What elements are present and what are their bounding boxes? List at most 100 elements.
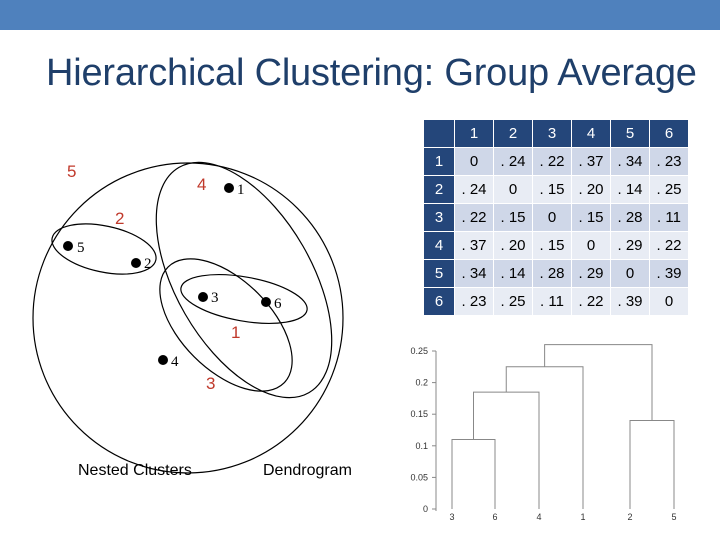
matrix-col-header: 1 [455, 120, 494, 148]
matrix-cell: . 22 [455, 204, 494, 232]
dendrogram-merge-link [451, 438, 496, 509]
point-label-2: 2 [144, 256, 152, 272]
matrix-row: 2 . 24 0 . 15 . 20 . 14 . 25 [424, 176, 689, 204]
matrix-cell: . 39 [611, 288, 650, 316]
matrix-cell: 0 [650, 288, 689, 316]
matrix-cell: . 22 [533, 148, 572, 176]
matrix-row: 5 . 34 . 14 . 28 . 29 0 . 39 [424, 260, 689, 288]
dendrogram-leaf-label: 2 [627, 512, 632, 522]
point-label-1: 1 [237, 182, 245, 198]
matrix-cell: . 24 [494, 148, 533, 176]
dendrogram-y-tick-label: 0.25 [410, 346, 428, 356]
dendrogram-leaf-label: 6 [492, 512, 497, 522]
matrix-cell: . 34 [611, 148, 650, 176]
matrix-row: 6 . 23 . 25 . 11 . 22 . 39 0 [424, 288, 689, 316]
matrix-cell: 0 [572, 232, 611, 260]
point-label-4: 4 [171, 354, 179, 370]
cluster-outline-5 [32, 162, 344, 474]
matrix-cell: . 25 [650, 176, 689, 204]
matrix-row-header: 6 [424, 288, 455, 316]
title-bar [0, 0, 720, 30]
point-label-5: 5 [77, 240, 85, 256]
matrix-cell: 0 [533, 204, 572, 232]
matrix-cell: . 14 [611, 176, 650, 204]
matrix-row-header: 2 [424, 176, 455, 204]
matrix-col-header: 6 [650, 120, 689, 148]
matrix-col-header: 5 [611, 120, 650, 148]
matrix-cell: 0 [455, 148, 494, 176]
dendrogram-y-tick-label: 0.2 [415, 378, 428, 388]
point-6 [261, 297, 271, 307]
matrix-cell: . 24 [455, 176, 494, 204]
point-2 [131, 258, 141, 268]
matrix-row: 3 . 22 . 15 0 . 15 . 28 . 11 [424, 204, 689, 232]
merge-label-1: 1 [231, 323, 240, 342]
distance-matrix: 1 2 3 4 5 6 1 0 . 24 . 22 . 37 . 34 . 23… [424, 120, 689, 316]
matrix-cell: . 29 [611, 232, 650, 260]
matrix-cell: . 15 [533, 176, 572, 204]
slide-title: Hierarchical Clustering: Group Average [46, 52, 697, 94]
matrix-col-header: 2 [494, 120, 533, 148]
dendrogram-leaf-label: 1 [580, 512, 585, 522]
matrix-cell: . 29 [572, 260, 611, 288]
dendrogram-merge-link [544, 344, 653, 421]
point-label-3: 3 [211, 290, 219, 306]
matrix-cell: . 22 [572, 288, 611, 316]
dendrogram-leaf-label: 4 [536, 512, 541, 522]
matrix-row: 4 . 37 . 20 . 15 0 . 29 . 22 [424, 232, 689, 260]
dendrogram-caption: Dendrogram [263, 462, 352, 479]
dendrogram-merge-link [505, 366, 584, 509]
matrix-cell: . 37 [455, 232, 494, 260]
dendrogram-y-tick-label: 0 [423, 504, 428, 514]
matrix-cell: . 15 [533, 232, 572, 260]
cluster-outline-4 [155, 161, 333, 399]
matrix-cell: . 37 [572, 148, 611, 176]
matrix-row-header: 4 [424, 232, 455, 260]
matrix-cell: . 39 [650, 260, 689, 288]
matrix-cell: . 28 [533, 260, 572, 288]
matrix-cell: . 28 [611, 204, 650, 232]
matrix-cell: . 20 [494, 232, 533, 260]
point-5 [63, 241, 73, 251]
matrix-row-header: 1 [424, 148, 455, 176]
matrix-cell: . 34 [455, 260, 494, 288]
matrix-cell: . 20 [572, 176, 611, 204]
matrix-cell: . 23 [455, 288, 494, 316]
dendrogram-merge-link [473, 391, 540, 509]
matrix-cell: . 22 [650, 232, 689, 260]
matrix-cell: 0 [494, 176, 533, 204]
dendrogram-leaf-label: 3 [449, 512, 454, 522]
matrix-row: 1 0 . 24 . 22 . 37 . 34 . 23 [424, 148, 689, 176]
point-3 [198, 292, 208, 302]
merge-label-5: 5 [67, 162, 76, 181]
matrix-col-header: 3 [533, 120, 572, 148]
matrix-cell: . 25 [494, 288, 533, 316]
dendrogram-y-tick-label: 0.05 [410, 472, 428, 482]
nested-clusters-caption: Nested Clusters [78, 462, 192, 479]
point-4 [158, 355, 168, 365]
matrix-row-header: 5 [424, 260, 455, 288]
matrix-cell: . 15 [494, 204, 533, 232]
merge-label-3: 3 [206, 374, 215, 393]
matrix-cell: . 23 [650, 148, 689, 176]
merge-label-4: 4 [197, 175, 206, 194]
matrix-cell: . 11 [533, 288, 572, 316]
matrix-col-header: 4 [572, 120, 611, 148]
dendrogram-y-tick-label: 0.1 [415, 441, 428, 451]
matrix-cell: 0 [611, 260, 650, 288]
matrix-cell: . 14 [494, 260, 533, 288]
cluster-outline-1 [180, 274, 308, 324]
matrix-corner [424, 120, 455, 148]
dendrogram-y-tick-label: 0.15 [410, 409, 428, 419]
dendrogram-merge-link [629, 420, 675, 509]
matrix-cell: . 15 [572, 204, 611, 232]
matrix-cell: . 11 [650, 204, 689, 232]
dendrogram-leaf-label: 5 [671, 512, 676, 522]
merge-label-2: 2 [115, 209, 124, 228]
point-label-6: 6 [274, 296, 282, 312]
cluster-outline-2 [51, 223, 157, 275]
point-1 [224, 183, 234, 193]
matrix-row-header: 3 [424, 204, 455, 232]
